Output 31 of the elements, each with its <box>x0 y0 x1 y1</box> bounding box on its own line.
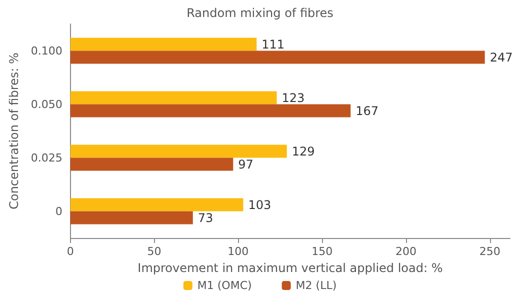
data-label: 247 <box>490 50 513 64</box>
legend-label: M1 (OMC) <box>197 279 252 292</box>
data-label: 111 <box>262 37 285 52</box>
bar <box>70 144 287 158</box>
bar <box>70 38 257 51</box>
x-tick-label: 150 <box>312 245 333 258</box>
x-tick-label: 50 <box>147 245 162 258</box>
data-label: 167 <box>356 104 379 118</box>
y-tick-label: 0.050 <box>30 98 62 111</box>
y-tick-label: 0 <box>55 204 62 218</box>
bar <box>70 158 234 171</box>
y-axis-title: Concentration of fibres: % <box>7 52 21 210</box>
data-label: 129 <box>292 144 315 158</box>
bar <box>70 211 193 224</box>
bar <box>70 104 351 118</box>
y-tick-label: 0.025 <box>30 151 62 164</box>
data-label: 73 <box>198 210 214 225</box>
y-tick-label: 0.100 <box>30 44 62 58</box>
data-label: 103 <box>248 198 272 212</box>
x-axis-title: Improvement in maximum vertical applied load: % <box>138 260 443 275</box>
data-label: 123 <box>282 90 305 105</box>
x-tick-label: 100 <box>228 245 249 258</box>
data-label: 97 <box>238 157 254 172</box>
bar <box>70 50 485 64</box>
chart-title: Random mixing of fibres <box>186 6 334 20</box>
bar <box>70 198 244 212</box>
legend-label: M2 (LL) <box>296 279 337 292</box>
x-tick-label: 250 <box>479 245 500 258</box>
x-tick-label: 0 <box>66 245 74 258</box>
bar <box>70 91 277 104</box>
x-tick-label: 200 <box>395 245 416 258</box>
